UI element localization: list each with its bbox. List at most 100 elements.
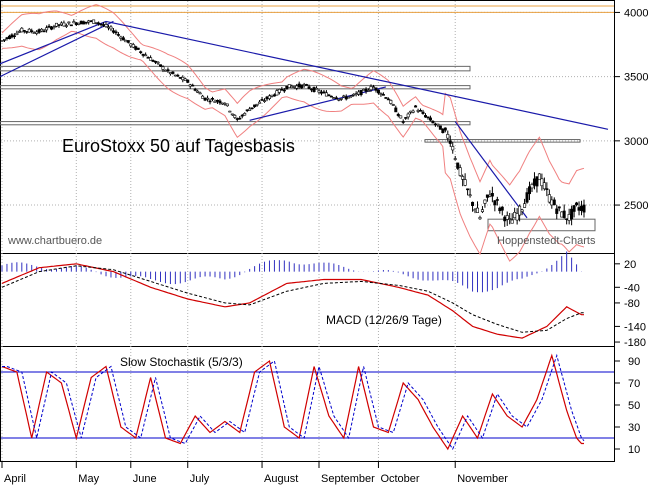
candle-body [263, 100, 267, 102]
candle-body [448, 140, 452, 144]
candle-body [2, 39, 6, 41]
candle-body [411, 110, 415, 113]
candle-body [295, 85, 299, 89]
candle-body [480, 209, 484, 213]
candle-body [523, 203, 527, 208]
candle-body [20, 27, 24, 33]
candle-body [552, 199, 556, 206]
candle-body [27, 28, 31, 33]
candle-body [265, 96, 269, 100]
candle-body [250, 107, 254, 110]
candle-body [329, 95, 333, 98]
candle-body [317, 90, 321, 93]
candle-body [277, 88, 281, 93]
candle-body [213, 100, 217, 103]
candle-body [582, 204, 586, 213]
candle-body [181, 77, 185, 81]
candle-body [300, 84, 304, 89]
candle-body [575, 202, 579, 205]
month-label: July [190, 473, 210, 485]
candle-body [443, 127, 447, 131]
candle-body [528, 186, 532, 195]
candle-body [560, 211, 564, 218]
candle-body [116, 34, 120, 36]
trend-line [249, 86, 387, 121]
candle-body [446, 134, 450, 139]
candle-body [396, 113, 400, 116]
candle-body [315, 87, 319, 90]
candle-body [364, 88, 368, 92]
watermark-right: Hoppenstedt-Charts [497, 235, 596, 247]
range-box [0, 65, 471, 72]
candle-body [369, 86, 373, 91]
candle-body [119, 36, 123, 39]
candle-body [79, 20, 83, 25]
candle-body [72, 21, 76, 24]
candle-body [238, 117, 242, 120]
candle-body [282, 89, 286, 92]
candle-body [495, 199, 499, 201]
candle-body [399, 115, 403, 119]
candle-body [451, 146, 455, 151]
month-label: November [457, 473, 508, 485]
candle-body [376, 89, 380, 94]
range-box [0, 121, 471, 126]
stochastic-d-line [2, 353, 585, 451]
candle-body [25, 31, 29, 33]
candle-body [121, 37, 125, 41]
candle-body [426, 116, 430, 119]
candle-body [57, 24, 61, 26]
macd-tick-label: -40 [624, 282, 640, 294]
candle-body [557, 206, 561, 209]
range-box [424, 139, 581, 143]
candle-body [92, 19, 96, 24]
month-label: October [380, 473, 419, 485]
macd-tick-label: -180 [624, 337, 646, 349]
candle-body [483, 199, 487, 204]
candle-body [134, 46, 138, 50]
candle-body [322, 91, 326, 94]
candle-body [52, 26, 56, 28]
candle-body [228, 110, 232, 113]
candle-body [401, 121, 405, 123]
candle-body [84, 21, 88, 24]
upper-band [1, 4, 585, 186]
candle-body [30, 30, 34, 32]
candle-body [510, 219, 514, 224]
watermark-left: www.chartbuero.de [7, 235, 102, 247]
candle-body [154, 60, 158, 63]
candle-body [82, 21, 86, 25]
candle-body [7, 35, 11, 40]
candle-body [500, 206, 504, 211]
candle-body [35, 31, 39, 34]
candle-body [50, 26, 54, 30]
candle-body [416, 110, 420, 112]
candle-body [74, 22, 78, 26]
candle-body [453, 158, 457, 160]
candle-body [485, 194, 489, 198]
candle-body [136, 47, 140, 50]
candle-body [319, 91, 323, 94]
candle-body [347, 96, 351, 99]
candle-body [245, 109, 249, 112]
candle-body [255, 103, 259, 106]
candle-body [381, 94, 385, 96]
stoch-tick-label: 70 [628, 378, 640, 390]
candle-body [441, 128, 445, 134]
candle-body [220, 102, 224, 105]
candle-body [354, 93, 358, 95]
x-axis-months: April May June July August September October No… [1, 461, 508, 485]
candle-body [198, 92, 202, 95]
trend-line [0, 20, 114, 78]
candle-body [69, 24, 73, 27]
candle-body [374, 87, 378, 91]
stochastic-layer [1, 353, 614, 451]
candle-body [456, 162, 460, 169]
candle-body [233, 114, 237, 118]
candle-body [54, 22, 58, 27]
candle-body [290, 85, 294, 89]
candle-body [188, 84, 192, 87]
candle-body [275, 90, 279, 96]
candle-body [466, 188, 470, 191]
candle-body [473, 209, 477, 212]
